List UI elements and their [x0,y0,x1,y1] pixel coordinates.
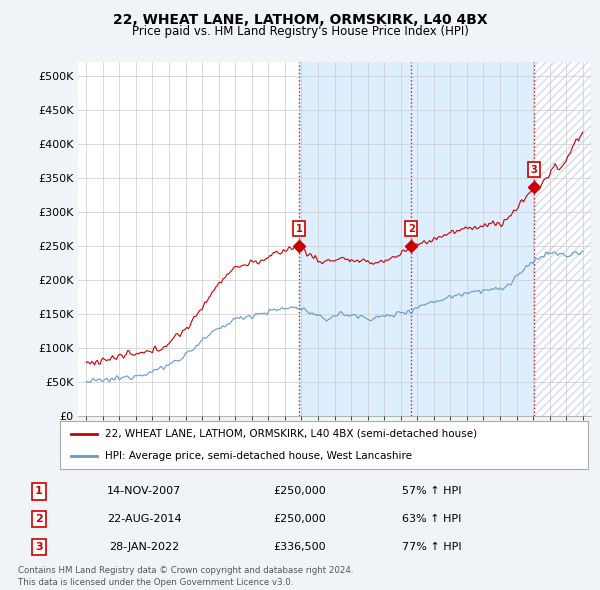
Text: 77% ↑ HPI: 77% ↑ HPI [402,542,462,552]
Text: 3: 3 [35,542,43,552]
Bar [534,62,591,416]
Text: 28-JAN-2022: 28-JAN-2022 [109,542,179,552]
Text: 1: 1 [296,224,302,234]
Bar [534,62,591,416]
Text: 2: 2 [35,514,43,524]
Text: 57% ↑ HPI: 57% ↑ HPI [402,487,462,496]
Bar [299,62,534,416]
Text: £250,000: £250,000 [274,487,326,496]
Text: 14-NOV-2007: 14-NOV-2007 [107,487,181,496]
Text: £250,000: £250,000 [274,514,326,524]
Text: 22, WHEAT LANE, LATHOM, ORMSKIRK, L40 4BX: 22, WHEAT LANE, LATHOM, ORMSKIRK, L40 4B… [113,13,487,27]
Text: 3: 3 [531,165,538,175]
Text: 22, WHEAT LANE, LATHOM, ORMSKIRK, L40 4BX (semi-detached house): 22, WHEAT LANE, LATHOM, ORMSKIRK, L40 4B… [105,429,477,439]
Text: 2: 2 [408,224,415,234]
Text: 1: 1 [35,487,43,496]
Text: 63% ↑ HPI: 63% ↑ HPI [403,514,461,524]
Text: 22-AUG-2014: 22-AUG-2014 [107,514,181,524]
Text: Price paid vs. HM Land Registry's House Price Index (HPI): Price paid vs. HM Land Registry's House … [131,25,469,38]
Text: HPI: Average price, semi-detached house, West Lancashire: HPI: Average price, semi-detached house,… [105,451,412,461]
Text: Contains HM Land Registry data © Crown copyright and database right 2024.
This d: Contains HM Land Registry data © Crown c… [18,566,353,587]
Text: £336,500: £336,500 [274,542,326,552]
